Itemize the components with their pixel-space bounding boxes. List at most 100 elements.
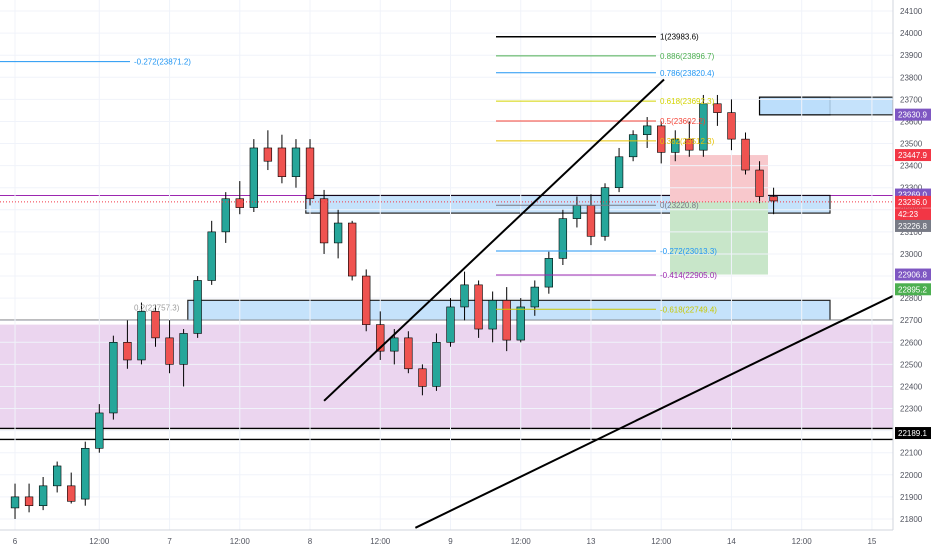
candle[interactable] [558,209,568,265]
background-layer [0,96,894,441]
price-tag[interactable]: 23447.9 [895,149,931,162]
candle[interactable] [727,99,736,151]
candle[interactable] [628,130,638,162]
candle[interactable] [151,304,160,347]
candle[interactable] [713,94,722,126]
candle[interactable] [502,287,511,352]
candle[interactable] [319,189,329,254]
candle[interactable] [137,302,146,365]
price-tag-bg [895,108,931,121]
price-tick-label: 24000 [900,29,923,38]
candle[interactable] [81,441,90,506]
candle[interactable] [671,130,680,162]
candle[interactable] [53,461,62,493]
candle[interactable] [38,477,48,511]
extension-label: -0.272(23871.2) [134,58,191,67]
candle[interactable] [446,298,455,347]
candle-body [685,138,694,151]
time-tick-label: 8 [308,537,313,546]
time-axis[interactable]: 6 12:00 7 12:00 8 12:00 9 12:00 13 12:00 14 12:00 15 [0,529,932,550]
candle-body [502,300,511,341]
stop-loss-area[interactable] [670,155,768,202]
candle[interactable] [123,320,132,369]
candle[interactable] [657,121,666,164]
time-tick-label: 14 [727,537,736,546]
price-axis[interactable]: 2180021900220002210022200223002240022500… [892,0,932,550]
candle[interactable] [109,335,118,420]
price-tag[interactable]: 23236.0 [895,195,931,208]
fib-level-label: 0.382(23512.3) [660,137,715,146]
candle[interactable] [474,280,483,338]
level-label: 0.2(22757.3) [134,304,180,313]
price-tag[interactable]: 22895.2 [895,283,931,296]
candle-body [291,147,301,177]
candle-body [713,103,722,113]
price-tick-label: 22700 [900,316,923,325]
candle[interactable] [685,121,694,157]
candle-body [38,485,48,507]
candle[interactable] [769,187,778,215]
price-tag[interactable]: 22189.1 [895,427,931,440]
price-tick-label: 22400 [900,382,923,391]
candle[interactable] [333,209,343,259]
take-profit-area[interactable] [670,201,768,275]
candle[interactable] [263,130,273,171]
candles-layer[interactable] [10,94,778,519]
candle-body [614,156,624,189]
candle[interactable] [418,364,427,396]
candle[interactable] [24,483,34,513]
price-tag-label: 42:23 [898,210,919,219]
trendline[interactable] [414,295,894,529]
candle[interactable] [376,311,385,360]
candle[interactable] [348,220,357,281]
candle[interactable] [643,117,652,148]
candle[interactable] [249,139,258,212]
time-tick-label: 9 [448,537,453,546]
candle[interactable] [291,139,301,188]
candle-body [207,231,216,281]
candle[interactable] [404,331,413,374]
price-tag[interactable]: 22906.8 [895,268,931,281]
candle[interactable] [544,251,553,294]
candle[interactable] [67,472,76,504]
price-tag-bg [895,149,931,162]
candle-body [67,485,76,502]
candle-body [53,465,62,487]
candle[interactable] [755,161,764,204]
candle[interactable] [516,298,525,343]
candle[interactable] [193,276,202,338]
candle[interactable] [235,181,244,215]
candle[interactable] [600,183,610,241]
candle[interactable] [221,192,230,243]
trendline[interactable] [323,78,665,402]
candle[interactable] [614,147,624,193]
time-tick-label: 6 [13,537,18,546]
price-tag-label: 22895.2 [898,285,927,294]
candle[interactable] [432,333,441,391]
candle[interactable] [207,220,216,285]
candle[interactable] [95,404,104,453]
candle[interactable] [741,132,750,175]
drawings-layer[interactable]: 1(23983.6) 0.886(23896.7) 0.786(23820.4) 0.… [0,33,894,529]
candle[interactable] [460,271,469,321]
candle[interactable] [277,134,287,184]
candle-body [362,275,371,325]
candle[interactable] [488,291,497,343]
candle[interactable] [179,329,188,387]
candle[interactable] [165,320,174,374]
price-tick-label: 22600 [900,338,923,347]
price-tick-label: 23500 [900,140,923,149]
candle-body [235,198,244,208]
price-tag[interactable]: 23630.9 [895,108,931,121]
candle[interactable] [362,269,371,332]
price-tag-bg [895,268,931,281]
price-tick-label: 23000 [900,250,923,259]
candle[interactable] [305,139,315,206]
price-tag[interactable]: 42:23 [895,208,931,221]
candle[interactable] [530,280,539,316]
time-tick-label: 12:00 [89,537,110,546]
price-tag[interactable]: 23226.8 [895,219,931,232]
candle[interactable] [699,94,708,157]
candle[interactable] [10,483,20,519]
